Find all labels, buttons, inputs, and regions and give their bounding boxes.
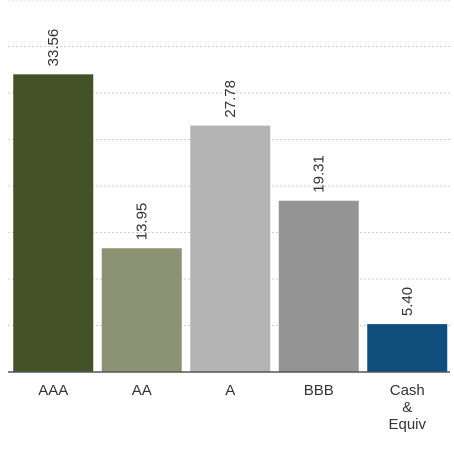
x-tick-label: BBB bbox=[304, 382, 334, 399]
bar-value-label: 33.56 bbox=[45, 29, 62, 67]
bar-value-label: 5.40 bbox=[399, 287, 416, 316]
x-tick-label: Equiv bbox=[388, 416, 426, 433]
x-tick-label: & bbox=[402, 399, 412, 416]
bar-bbb bbox=[278, 200, 359, 372]
bar-value-label: 27.78 bbox=[222, 80, 239, 118]
bars bbox=[13, 74, 448, 372]
bar-a bbox=[190, 125, 271, 372]
bar-aa bbox=[101, 248, 182, 372]
x-tick-label: AAA bbox=[38, 382, 68, 399]
bar-value-label: 19.31 bbox=[311, 155, 328, 193]
x-tick-label: A bbox=[225, 382, 235, 399]
bar-aaa bbox=[13, 74, 94, 372]
x-tick-label: Cash bbox=[390, 382, 425, 399]
value-labels: 33.56 13.95 27.78 19.31 5.40 bbox=[45, 29, 416, 316]
bar-value-label: 13.95 bbox=[134, 203, 151, 241]
x-tick-label: AA bbox=[132, 382, 152, 399]
bar-cash-equiv bbox=[367, 324, 448, 372]
x-tick-labels: AAA AA A BBB Cash&Equiv bbox=[38, 382, 426, 433]
